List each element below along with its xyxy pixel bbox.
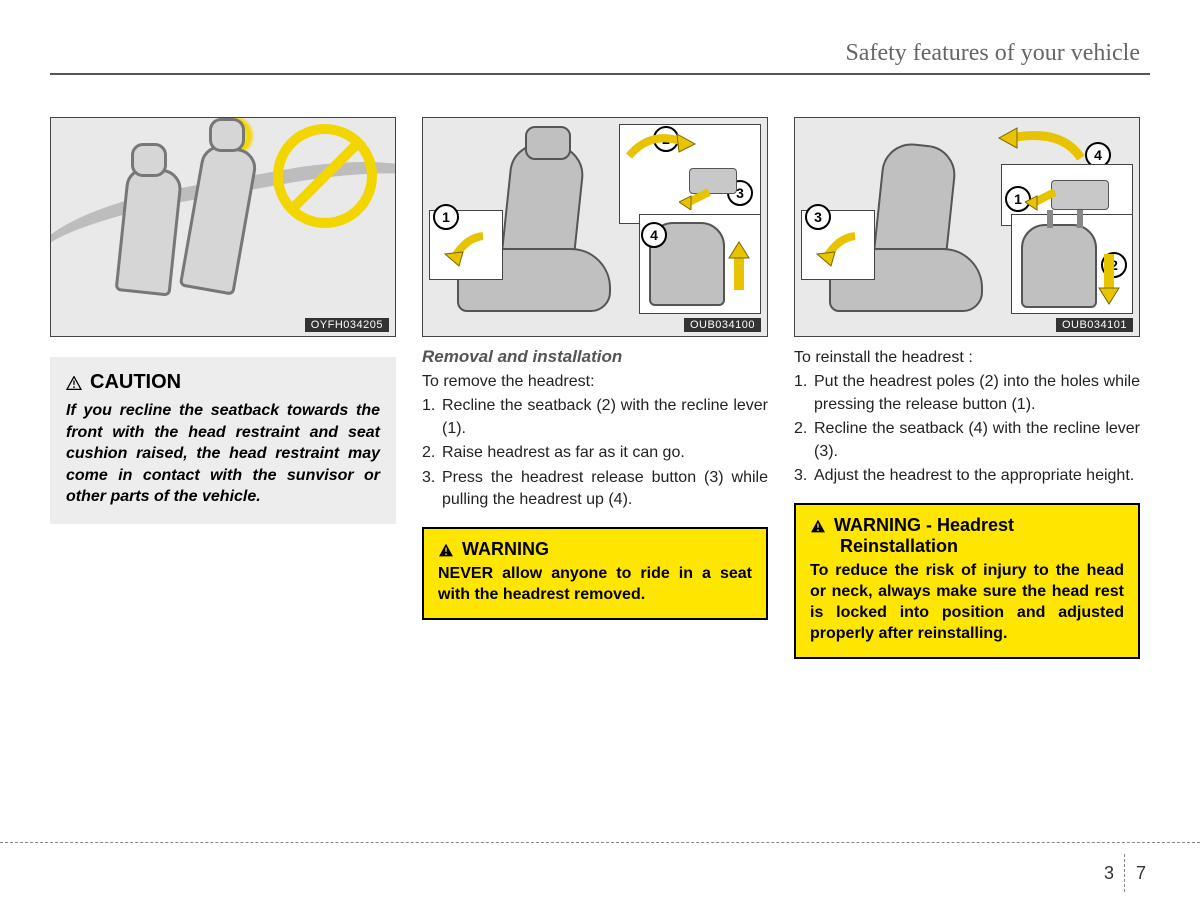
figure-code: OUB034101	[1056, 318, 1133, 332]
removal-subtitle: Removal and installation	[422, 347, 768, 367]
figure-reinstall: 3 4 1 2 OUB034101	[794, 117, 1140, 337]
caution-body: If you recline the seatback towards the …	[66, 400, 380, 508]
warning-body: NEVER allow anyone to ride in a seat wit…	[438, 564, 752, 606]
removal-intro: To remove the headrest:	[422, 371, 768, 393]
list-item: Recline the seatback (2) with the reclin…	[422, 395, 768, 440]
warning-box-removal: WARNING NEVER allow anyone to ride in a …	[422, 527, 768, 620]
column-1: OYFH034205 CAUTION If you recline the se…	[50, 117, 396, 659]
warning-subtitle: Reinstallation	[840, 536, 1124, 557]
page-number: 7	[1136, 863, 1146, 884]
footer-rule	[0, 842, 1200, 843]
caution-title: CAUTION	[90, 371, 181, 394]
column-2: 1 2 3 4 OUB034100 Removal and installati…	[422, 117, 768, 659]
list-item: Adjust the headrest to the appropriate h…	[794, 465, 1140, 487]
warning-body: To reduce the risk of injury to the head…	[810, 561, 1124, 644]
page-footer: 3 7	[1104, 854, 1146, 892]
page-header-title: Safety features of your vehicle	[50, 40, 1150, 67]
column-3: 3 4 1 2 OUB034101 To reinstall the he	[794, 117, 1140, 659]
list-item: Press the headrest release button (3) wh…	[422, 467, 768, 512]
figure-code: OYFH034205	[305, 318, 389, 332]
removal-steps: Recline the seatback (2) with the reclin…	[422, 395, 768, 511]
warning-icon	[438, 543, 454, 557]
header-rule	[50, 73, 1150, 75]
warning-title: WARNING - Headrest	[834, 515, 1014, 536]
figure-removal: 1 2 3 4 OUB034100	[422, 117, 768, 337]
list-item: Recline the seatback (4) with the reclin…	[794, 418, 1140, 463]
warning-icon	[810, 519, 826, 533]
caution-box: CAUTION If you recline the seatback towa…	[50, 357, 396, 524]
reinstall-steps: Put the headrest poles (2) into the hole…	[794, 371, 1140, 487]
warning-box-reinstall: WARNING - Headrest Reinstallation To red…	[794, 503, 1140, 658]
reinstall-intro: To reinstall the headrest :	[794, 347, 1140, 369]
list-item: Raise headrest as far as it can go.	[422, 442, 768, 464]
list-item: Put the headrest poles (2) into the hole…	[794, 371, 1140, 416]
caution-icon	[66, 376, 82, 390]
warning-title: WARNING	[462, 539, 549, 560]
chapter-number: 3	[1104, 863, 1114, 884]
figure-caution-illustration: OYFH034205	[50, 117, 396, 337]
figure-code: OUB034100	[684, 318, 761, 332]
